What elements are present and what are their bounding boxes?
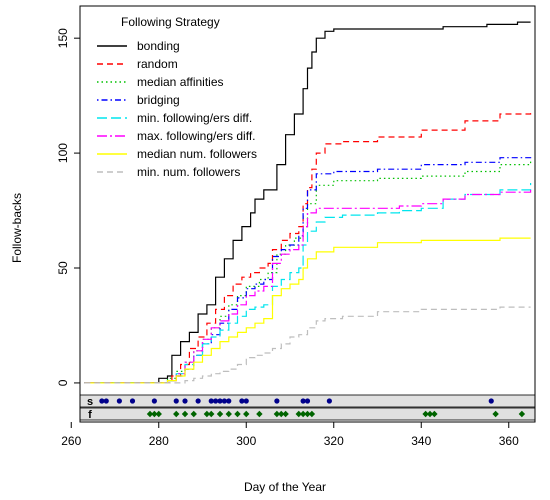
strip-marker-f-16 bbox=[282, 410, 289, 418]
legend-label-7: median num. followers bbox=[137, 147, 257, 161]
strip-marker-s-18 bbox=[304, 398, 311, 404]
strip-marker-s-3 bbox=[116, 398, 122, 404]
strip-marker-f-10 bbox=[225, 410, 232, 418]
strip-label-s: s bbox=[87, 396, 93, 408]
series-line-2 bbox=[84, 111, 532, 384]
strip-marker-s-6 bbox=[173, 398, 179, 404]
legend-label-2: random bbox=[137, 57, 178, 71]
strip-marker-s-2 bbox=[103, 398, 109, 404]
strip-marker-s-17 bbox=[300, 398, 306, 404]
x-tick-label-5: 340 bbox=[411, 434, 431, 448]
event-strips: sf bbox=[79, 394, 536, 421]
strip-marker-f-24 bbox=[492, 410, 499, 418]
strip-marker-f-11 bbox=[234, 410, 241, 418]
strip-marker-f-13 bbox=[256, 410, 263, 418]
strip-marker-s-1 bbox=[99, 398, 105, 404]
strip-marker-f-7 bbox=[203, 410, 211, 418]
strip-marker-f-1 bbox=[146, 410, 154, 418]
legend-label-8: min. num. followers bbox=[137, 165, 240, 179]
strip-marker-s-13 bbox=[226, 398, 232, 404]
strip-marker-f-14 bbox=[273, 410, 281, 418]
y-tick-label-1: 0 bbox=[56, 379, 70, 386]
strip-marker-f-6 bbox=[190, 410, 197, 418]
y-axis-label: Follow-backs bbox=[10, 193, 24, 263]
legend-label-1: bonding bbox=[137, 39, 180, 53]
series-line-1 bbox=[84, 21, 531, 384]
strip-marker-f-5 bbox=[181, 410, 189, 418]
strip-marker-f-9 bbox=[216, 410, 224, 418]
series-line-5 bbox=[84, 183, 532, 384]
strip-marker-s-11 bbox=[217, 398, 223, 404]
strip-marker-s-12 bbox=[221, 398, 227, 404]
y-tick-label-2: 50 bbox=[56, 261, 70, 275]
strip-marker-s-19 bbox=[326, 398, 332, 404]
strip-marker-f-25 bbox=[518, 410, 526, 418]
strip-marker-f-23 bbox=[431, 410, 438, 418]
y-tick-label-3: 100 bbox=[56, 143, 70, 163]
strip-marker-s-7 bbox=[182, 398, 188, 404]
series-lines bbox=[84, 21, 532, 384]
legend-label-5: min. following/ers diff. bbox=[137, 111, 252, 125]
legend-title: Following Strategy bbox=[121, 15, 220, 29]
strip-marker-s-5 bbox=[151, 398, 157, 404]
series-line-8 bbox=[84, 306, 531, 384]
series-line-7 bbox=[84, 237, 531, 384]
strip-marker-s-9 bbox=[208, 398, 214, 404]
series-line-6 bbox=[84, 189, 532, 384]
strip-marker-f-8 bbox=[208, 410, 215, 418]
strip-marker-f-4 bbox=[173, 410, 180, 418]
x-tick-label-3: 300 bbox=[236, 434, 256, 448]
strip-marker-s-15 bbox=[243, 398, 249, 404]
strip-marker-s-20 bbox=[488, 398, 494, 404]
x-tick-label-2: 280 bbox=[149, 434, 169, 448]
legend-label-3: median affinities bbox=[137, 75, 224, 89]
x-axis-label: Day of the Year bbox=[244, 480, 326, 494]
strip-marker-f-21 bbox=[422, 410, 429, 418]
x-tick-label-4: 320 bbox=[324, 434, 344, 448]
strip-marker-f-2 bbox=[151, 410, 158, 418]
strip-marker-f-15 bbox=[278, 410, 285, 418]
x-tick-label-1: 260 bbox=[61, 434, 81, 448]
strip-marker-f-22 bbox=[426, 410, 434, 418]
legend: Following Strategy bonding random median af… bbox=[97, 15, 257, 179]
strip-label-f: f bbox=[88, 409, 92, 421]
plot-frame bbox=[79, 5, 536, 423]
strip-marker-f-19 bbox=[304, 410, 311, 418]
strip-marker-s-8 bbox=[195, 398, 201, 404]
strip-marker-f-3 bbox=[155, 410, 162, 418]
strip-marker-f-17 bbox=[295, 410, 302, 418]
y-tick-label-4: 150 bbox=[56, 28, 70, 48]
strip-marker-f-12 bbox=[243, 410, 250, 418]
strip-marker-f-18 bbox=[299, 410, 307, 418]
strip-marker-s-16 bbox=[274, 398, 280, 404]
strip-marker-s-10 bbox=[213, 398, 219, 404]
legend-label-4: bridging bbox=[137, 93, 180, 107]
x-tick-label-6: 360 bbox=[499, 434, 519, 448]
series-line-4 bbox=[84, 155, 532, 384]
strip-marker-s-14 bbox=[239, 398, 245, 404]
axes: 260 280 300 320 340 360 0 50 100 150 bbox=[56, 5, 536, 448]
strip-marker-s-4 bbox=[129, 398, 136, 404]
strip-marker-f-20 bbox=[308, 410, 316, 418]
legend-label-6: max. following/ers diff. bbox=[137, 129, 256, 143]
